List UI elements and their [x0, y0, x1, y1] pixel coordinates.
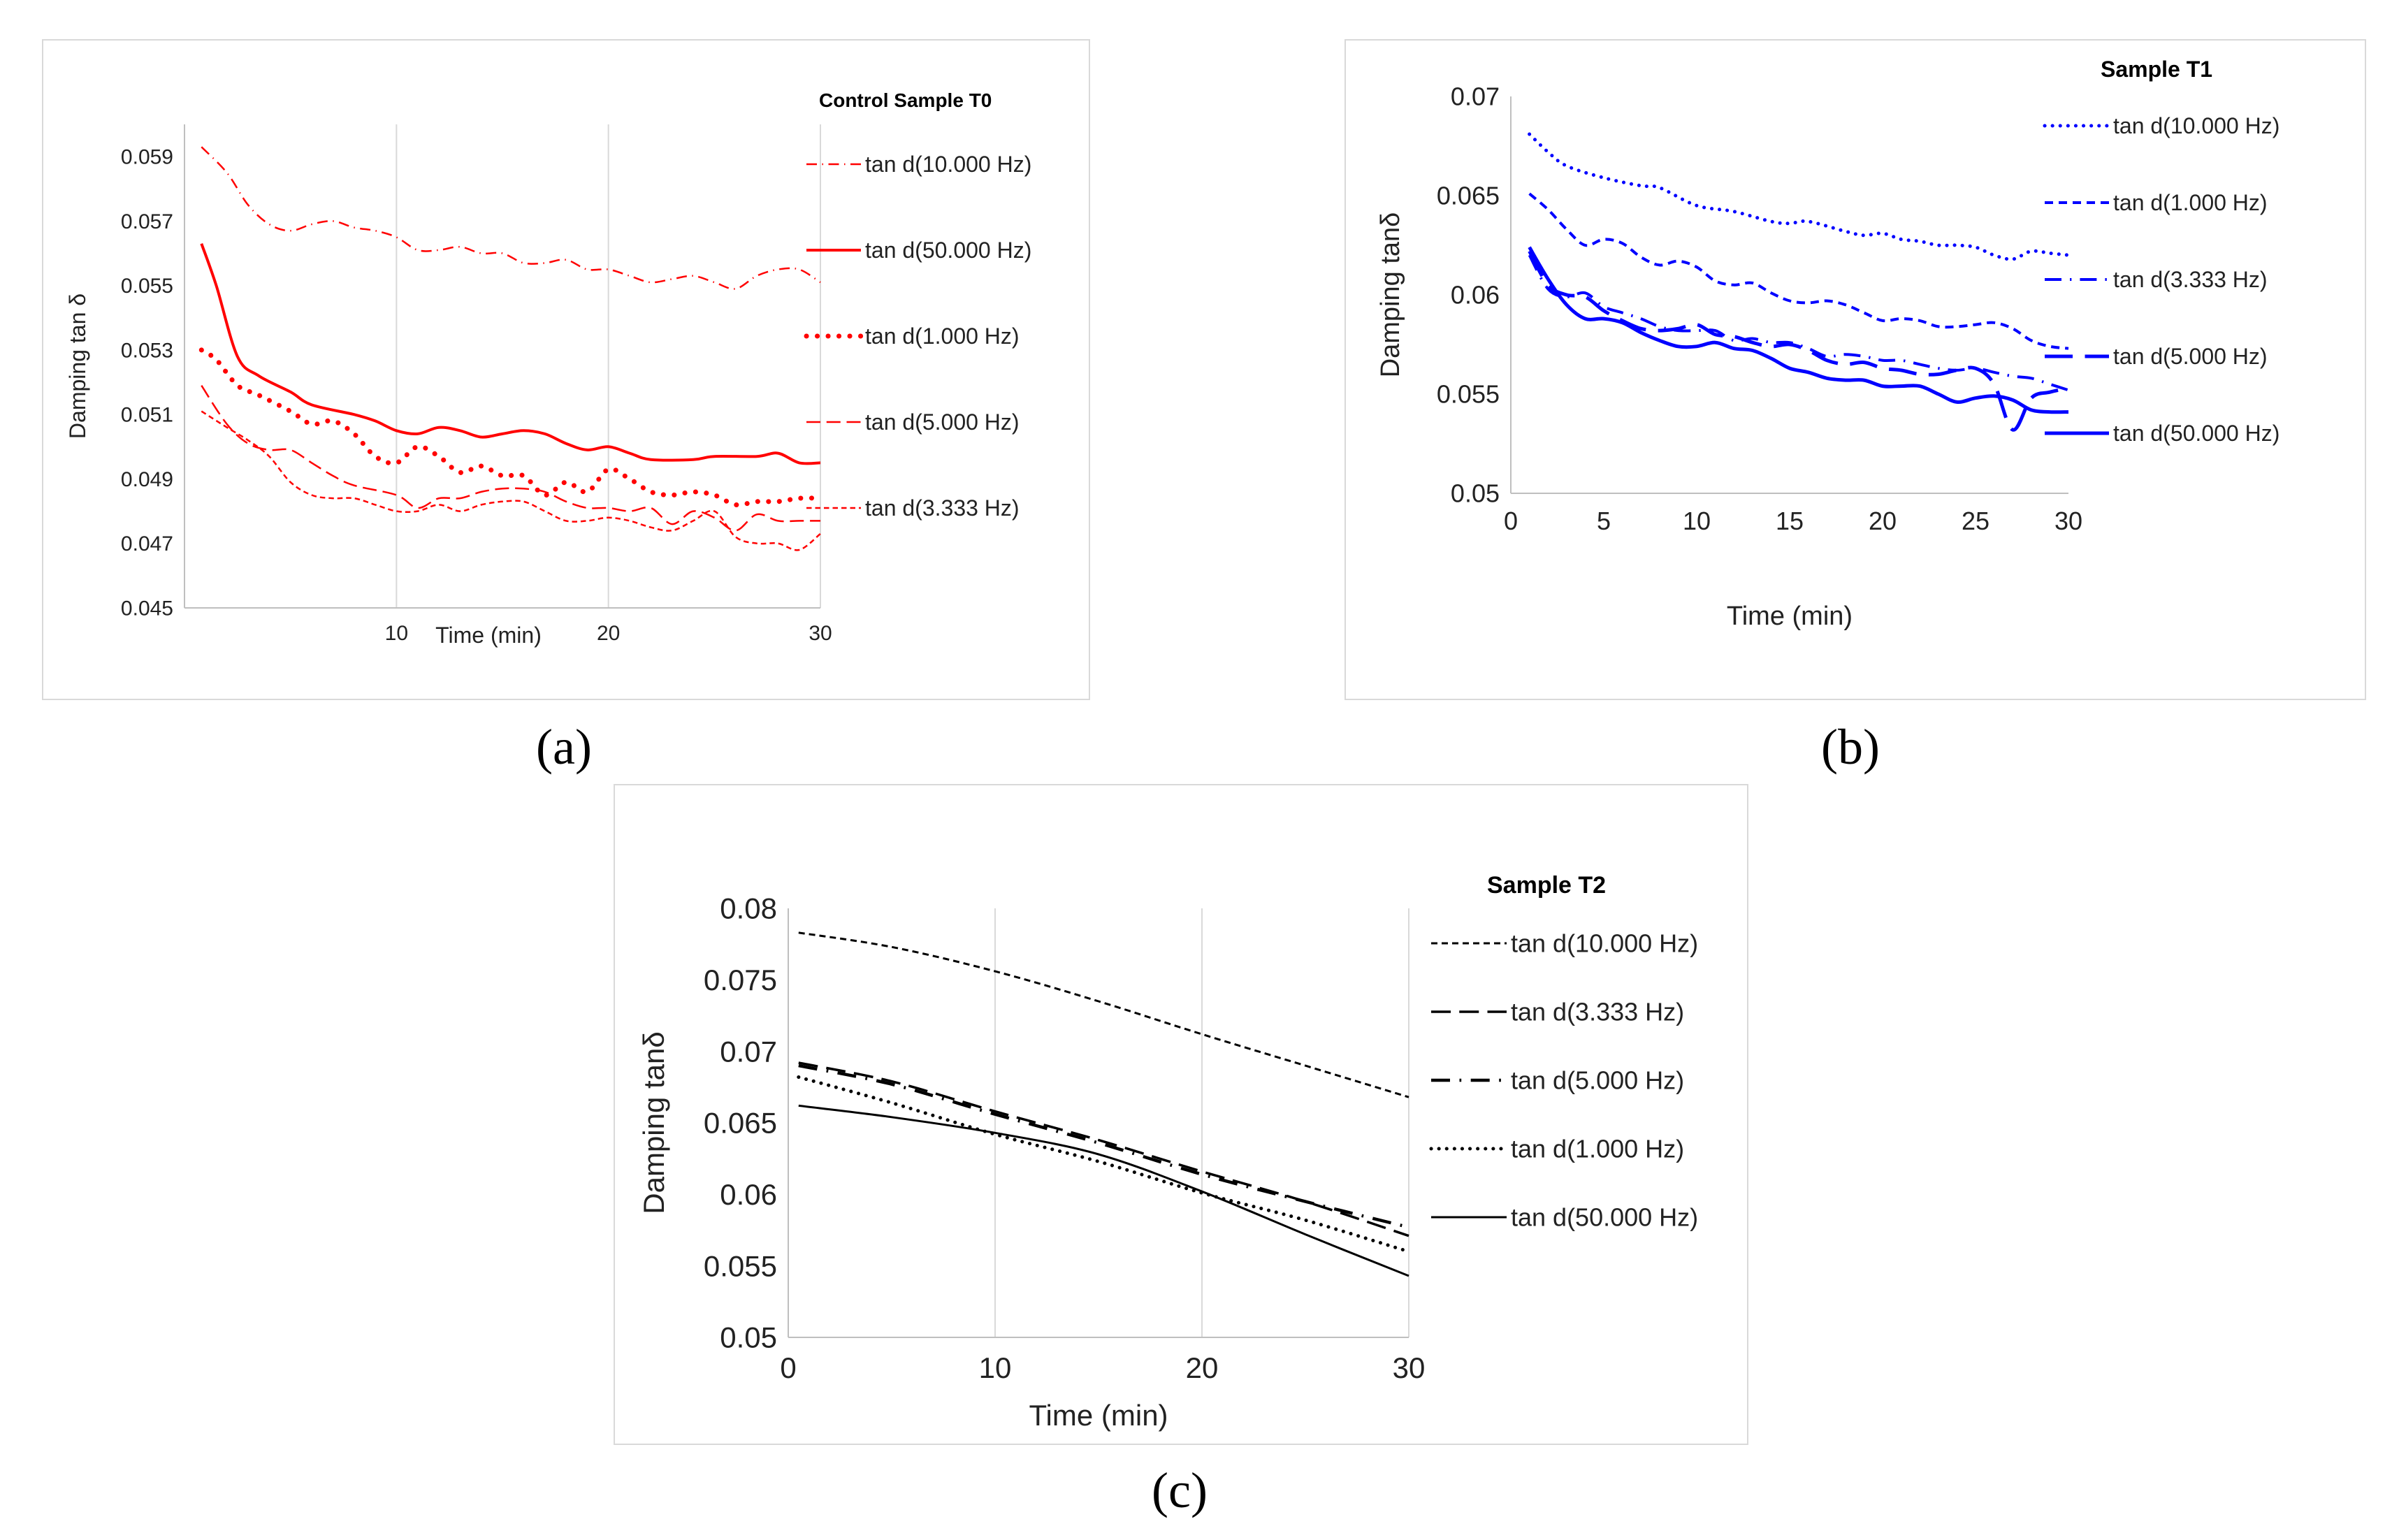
- legend-label: tan d(5.000 Hz): [1511, 1066, 1684, 1095]
- y-tick-label: 0.07: [720, 1035, 777, 1068]
- legend-label: tan d(50.000 Hz): [2113, 421, 2280, 446]
- y-tick-label: 0.051: [121, 404, 173, 427]
- series-line: [201, 146, 821, 290]
- x-axis-label: Time (min): [1727, 602, 1853, 631]
- y-tick-label: 0.059: [121, 146, 173, 169]
- caption-b: (b): [1821, 719, 1880, 775]
- chart-title: Sample T2: [1487, 872, 1606, 899]
- legend-label: tan d(1.000 Hz): [865, 324, 1020, 349]
- y-tick-label: 0.055: [121, 275, 173, 298]
- series-line: [798, 1061, 1409, 1237]
- x-tick-label: 30: [2054, 507, 2082, 535]
- legend-label: tan d(1.000 Hz): [2113, 190, 2268, 215]
- x-tick-label: 10: [979, 1351, 1012, 1384]
- x-axis-label: Time (min): [1029, 1399, 1168, 1432]
- caption-a: (a): [536, 719, 592, 775]
- y-tick-label: 0.045: [121, 597, 173, 620]
- series-line: [798, 931, 1409, 1098]
- y-tick-label: 0.065: [704, 1107, 777, 1140]
- x-tick-label: 20: [597, 622, 620, 645]
- x-tick-label: 20: [1186, 1351, 1219, 1384]
- series-line: [1528, 250, 2069, 432]
- series-line: [1528, 254, 2069, 392]
- legend-label: tan d(3.333 Hz): [2113, 267, 2268, 292]
- series-line: [201, 385, 820, 532]
- series-line: [1528, 192, 2069, 350]
- y-tick-label: 0.05: [1451, 479, 1500, 508]
- series-line: [798, 1104, 1409, 1277]
- y-axis-label: Damping tanδ: [1376, 212, 1405, 378]
- x-tick-label: 10: [1683, 507, 1711, 535]
- series-line: [1528, 132, 2071, 261]
- x-tick-label: 0: [1504, 507, 1518, 535]
- legend-label: tan d(5.000 Hz): [2113, 344, 2268, 369]
- series-line: [1528, 246, 2069, 414]
- legend-label: tan d(10.000 Hz): [2113, 113, 2280, 138]
- y-tick-label: 0.055: [704, 1249, 777, 1282]
- legend-label: tan d(50.000 Hz): [1511, 1203, 1698, 1232]
- series-line: [797, 1075, 1411, 1254]
- caption-c: (c): [1152, 1462, 1208, 1518]
- chart-panel-b: 0 5 10 15 20 25 30 0.05 0.055 0.06 0.065 0.07 Time (…: [1345, 39, 2366, 700]
- y-tick-label: 0.06: [1451, 281, 1500, 310]
- chart-t2: 0 10 20 30 0.05 0.055 0.06 0.065 0.07 0.075 0.08 Ti…: [637, 872, 1698, 1432]
- chart-title: Control Sample T0: [819, 89, 992, 111]
- x-tick-label: 0: [780, 1351, 796, 1384]
- legend-label: tan d(1.000 Hz): [1511, 1135, 1684, 1163]
- y-tick-label: 0.07: [1451, 82, 1500, 111]
- y-tick-label: 0.055: [1437, 380, 1500, 409]
- y-tick-label: 0.053: [121, 339, 173, 362]
- y-tick-label: 0.08: [720, 892, 777, 925]
- x-tick-label: 30: [809, 622, 832, 645]
- y-tick-label: 0.05: [720, 1321, 777, 1354]
- x-tick-label: 20: [1869, 507, 1897, 535]
- series-line: [798, 1063, 1409, 1229]
- legend-label: tan d(5.000 Hz): [865, 409, 1020, 435]
- x-tick-label: 30: [1393, 1351, 1426, 1384]
- series-line: [201, 410, 821, 551]
- legend-label: tan d(10.000 Hz): [865, 152, 1031, 177]
- x-axis-label: Time (min): [435, 623, 542, 648]
- y-tick-label: 0.049: [121, 468, 173, 491]
- chart-t1: 0 5 10 15 20 25 30 0.05 0.055 0.06 0.065 0.07 Time (…: [1376, 57, 2280, 631]
- legend-label: tan d(50.000 Hz): [865, 238, 1031, 263]
- x-tick-label: 5: [1597, 507, 1611, 535]
- series-line: [200, 243, 821, 465]
- y-tick-label: 0.065: [1437, 182, 1500, 210]
- chart-t0: 10 20 30 0.045 0.047 0.049 0.051 0.053 0.055 0.05…: [65, 89, 1031, 648]
- y-tick-label: 0.075: [704, 964, 777, 996]
- y-axis-label: Damping tanδ: [637, 1031, 670, 1214]
- x-tick-label: 25: [1962, 507, 1989, 535]
- y-tick-label: 0.057: [121, 210, 173, 233]
- chart-panel-a: 10 20 30 0.045 0.047 0.049 0.051 0.053 0.055 0.05…: [42, 39, 1090, 700]
- legend-label: tan d(10.000 Hz): [1511, 929, 1698, 958]
- y-tick-label: 0.047: [121, 532, 173, 555]
- y-axis-label: Damping tan δ: [65, 293, 90, 439]
- legend-label: tan d(3.333 Hz): [865, 495, 1020, 521]
- chart-panel-c: 0 10 20 30 0.05 0.055 0.06 0.065 0.07 0.075 0.08 Ti…: [614, 784, 1748, 1445]
- legend-label: tan d(3.333 Hz): [1511, 998, 1684, 1026]
- chart-title: Sample T1: [2101, 57, 2212, 82]
- series-line: [198, 347, 823, 508]
- x-tick-label: 10: [385, 622, 408, 645]
- x-tick-label: 15: [1776, 507, 1804, 535]
- y-tick-label: 0.06: [720, 1178, 777, 1211]
